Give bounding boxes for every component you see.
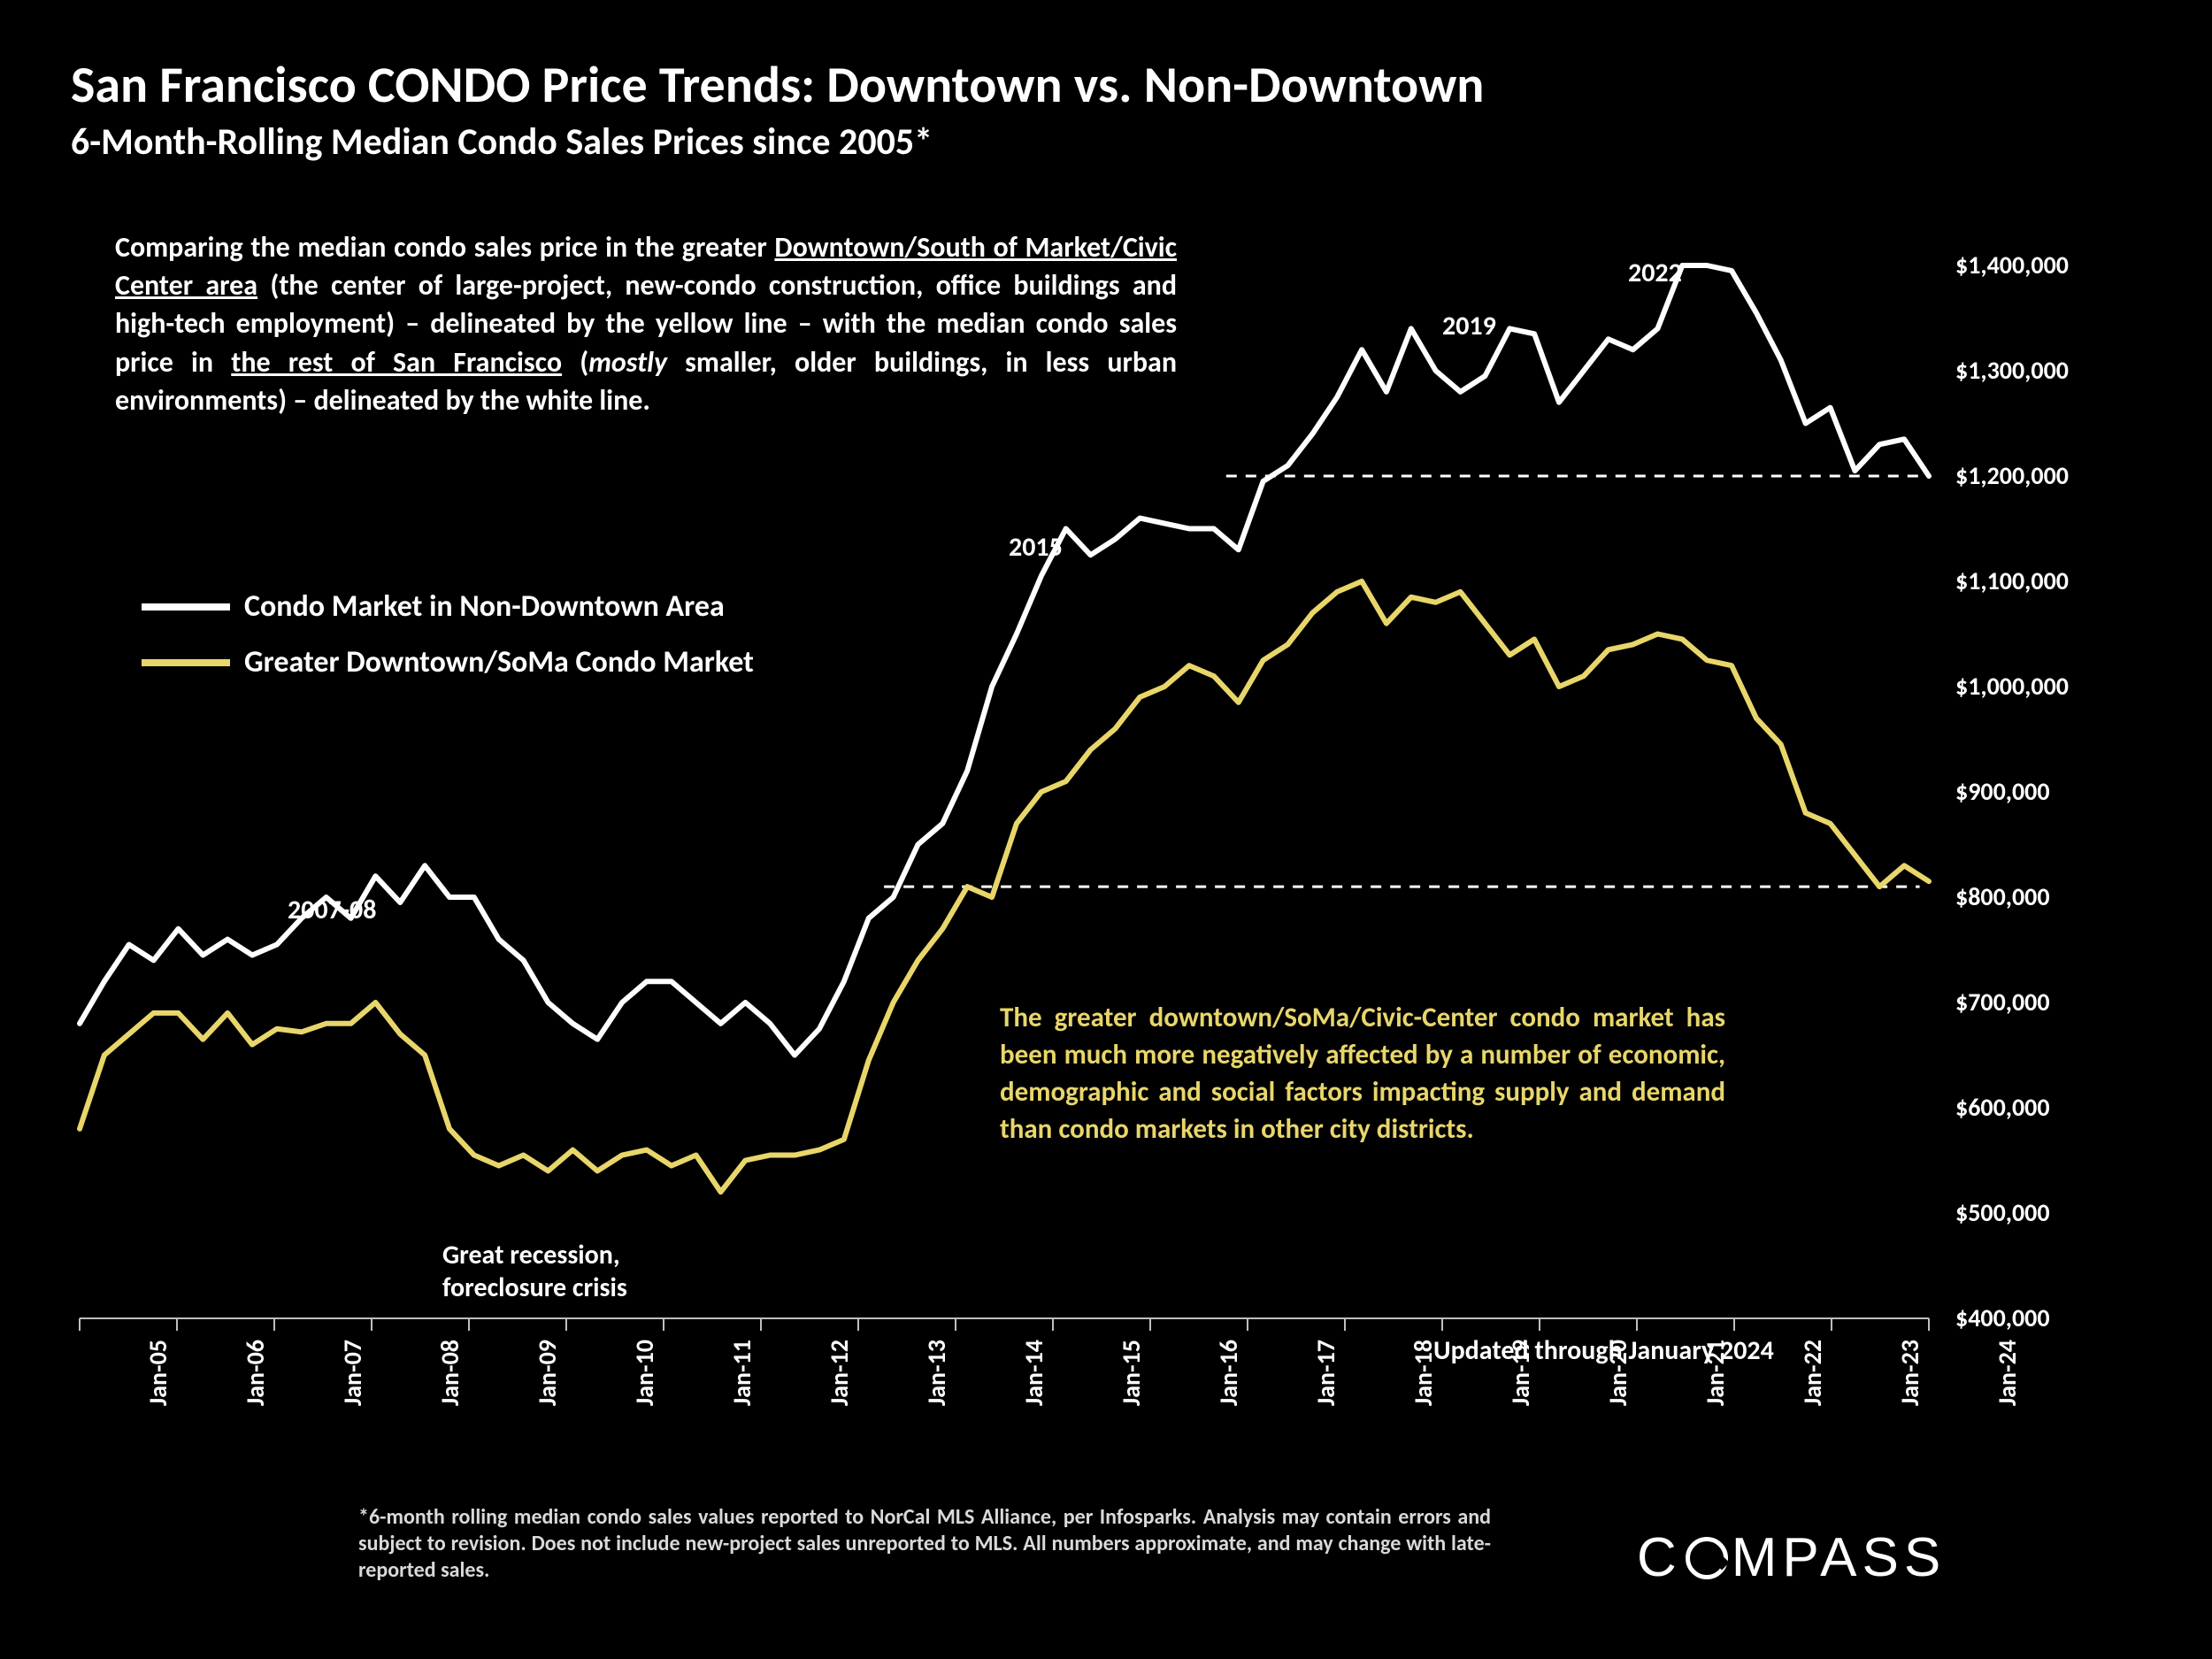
y-tick-label: $900,000 (1955, 776, 2050, 807)
annotation-2019: 2019 (1442, 310, 1496, 342)
y-tick-label: $600,000 (1955, 1092, 2050, 1123)
x-tick-label: Jan-10 (629, 1340, 660, 1406)
y-tick-label: $1,100,000 (1955, 565, 2069, 596)
y-tick-label: $500,000 (1955, 1197, 2050, 1228)
y-tick-label: $1,200,000 (1955, 460, 2069, 491)
page-subtitle: 6-Month-Rolling Median Condo Sales Price… (71, 119, 2141, 165)
line-chart: Jan-05 Jan-06 Jan-07 Jan-08 Jan-09 Jan-10 Jan-… (80, 265, 2141, 1478)
footnote-text: *6-month rolling median condo sales valu… (358, 1504, 1491, 1584)
annotation-2022: 2022 (1628, 257, 1682, 289)
annotation-line: foreclosure crisis (442, 1271, 627, 1304)
annotation-line: Great recession, (442, 1239, 627, 1271)
x-tick-label: Jan-17 (1310, 1340, 1341, 1406)
x-tick-label: Jan-23 (1894, 1340, 1925, 1406)
y-tick-label: $1,400,000 (1955, 250, 2069, 280)
page-title: San Francisco CONDO Price Trends: Downto… (71, 53, 2141, 116)
x-tick-label: Jan-06 (240, 1340, 271, 1406)
y-tick-label: $800,000 (1955, 881, 2050, 912)
x-tick-label: Jan-08 (434, 1340, 465, 1406)
y-tick-label: $400,000 (1955, 1302, 2050, 1333)
compass-logo: CMPASS (1637, 1526, 1946, 1589)
commentary-text: The greater downtown/SoMa/Civic-Center c… (1000, 1000, 1725, 1148)
logo-o-icon (1686, 1537, 1728, 1579)
x-tick-label: Jan-05 (142, 1340, 173, 1406)
x-tick-label: Jan-11 (726, 1340, 757, 1406)
x-tick-label: Jan-12 (824, 1340, 855, 1406)
annotation-2007: 2007-08 (288, 894, 376, 926)
x-tick-label: Jan-22 (1797, 1340, 1828, 1406)
y-tick-label: $700,000 (1955, 987, 2050, 1018)
x-tick-label: Jan-16 (1213, 1340, 1244, 1406)
x-tick-label: Jan-09 (532, 1340, 563, 1406)
y-tick-label: $1,000,000 (1955, 671, 2069, 702)
x-tick-label: Jan-24 (1992, 1340, 2023, 1406)
x-tick-label: Jan-07 (337, 1340, 368, 1406)
y-tick-label: $1,300,000 (1955, 355, 2069, 386)
x-tick-label: Jan-14 (1018, 1340, 1049, 1406)
x-tick-label: Jan-13 (921, 1340, 952, 1406)
annotation-recession: Great recession, foreclosure crisis (442, 1239, 627, 1304)
updated-label: Updated through January 2024 (1433, 1334, 1774, 1367)
annotation-2015: 2015 (1009, 531, 1063, 564)
x-tick-label: Jan-15 (1116, 1340, 1147, 1406)
